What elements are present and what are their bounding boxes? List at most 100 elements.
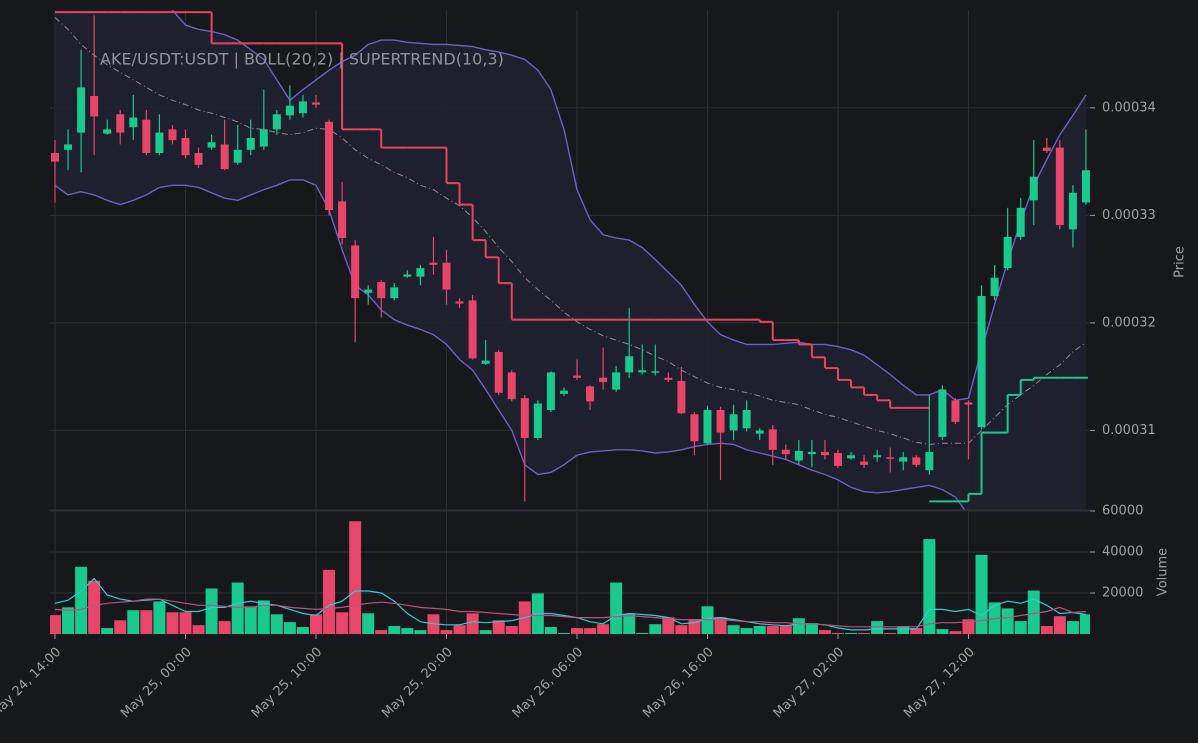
volume-bar <box>975 554 988 634</box>
candle-body <box>194 153 203 165</box>
volume-bar <box>623 614 636 634</box>
y-axis-label: Volume <box>1156 548 1171 596</box>
volume-bar <box>50 615 61 634</box>
volume-bar <box>257 600 270 634</box>
volume-bar <box>897 626 910 634</box>
candle-body <box>129 117 138 128</box>
candle-body <box>51 153 59 162</box>
y-tick-label: 20000 <box>1102 586 1143 601</box>
volume-bar <box>88 580 101 634</box>
candle-body <box>64 144 73 150</box>
x-tick-label: May 26, 06:00 <box>510 645 587 722</box>
candle-body <box>690 414 699 442</box>
candle-body <box>298 101 307 114</box>
volume-bar <box>884 632 897 634</box>
volume-bar <box>871 621 884 634</box>
chart-title: AKE/USDT:USDT | BOLL(20,2) | SUPERTREND(… <box>100 50 504 69</box>
candle-body <box>442 262 451 290</box>
candle-body <box>586 386 595 402</box>
volume-panel <box>50 521 1090 634</box>
candle-body <box>351 245 360 299</box>
volume-bar <box>466 613 479 634</box>
candle-body <box>285 105 294 116</box>
candle-body <box>364 289 373 293</box>
candle-body <box>677 380 686 414</box>
volume-bar <box>114 620 127 634</box>
candle-body <box>664 377 673 380</box>
candle-body <box>533 403 542 438</box>
candle-body <box>912 457 921 465</box>
candle-body <box>964 402 973 405</box>
volume-bar <box>544 627 557 634</box>
candle-body <box>651 371 660 373</box>
candle-body <box>768 429 777 450</box>
y-tick-label: 0.00031 <box>1102 423 1156 438</box>
candle-body <box>507 372 516 400</box>
candle-body <box>155 132 164 154</box>
candle-body <box>729 414 738 431</box>
y-tick-label: 0.00034 <box>1102 100 1156 115</box>
candle-body <box>181 137 190 156</box>
y-axis-label: Price <box>1173 246 1188 278</box>
candle-body <box>703 410 712 444</box>
volume-bar <box>166 612 179 634</box>
candle-body <box>951 400 960 422</box>
candle-body <box>794 450 803 461</box>
y-tick-label: 0.00033 <box>1102 208 1156 223</box>
volume-bar <box>231 582 244 634</box>
volume-ma-line <box>54 598 1087 628</box>
candle-body <box>781 449 790 455</box>
volume-bar <box>440 630 453 634</box>
x-tick-label: May 27, 02:00 <box>771 645 848 722</box>
candle-body <box>259 129 268 147</box>
volume-bar <box>584 628 597 634</box>
volume-bar <box>375 630 388 634</box>
volume-bar <box>192 625 205 634</box>
candle-body <box>494 351 503 393</box>
volume-bar <box>153 601 166 634</box>
x-tick-label: May 27, 12:00 <box>901 645 978 722</box>
candle-body <box>716 410 725 433</box>
candle-body <box>638 370 647 373</box>
candle-body <box>1029 176 1038 201</box>
candle-body <box>899 457 908 462</box>
candle-body <box>455 301 464 304</box>
candle-body <box>429 262 438 265</box>
volume-bar <box>740 628 753 634</box>
volume-bar <box>571 628 583 634</box>
volume-bar <box>296 627 309 634</box>
candle-body <box>1042 147 1051 151</box>
volume-bar <box>1040 626 1053 634</box>
bollinger-lower <box>54 179 966 510</box>
volume-bar <box>127 610 140 634</box>
x-tick-label: May 25, 10:00 <box>249 645 326 722</box>
volume-bar <box>910 628 923 634</box>
candle-body <box>1068 192 1077 230</box>
candle-body <box>416 268 425 277</box>
volume-bar <box>101 628 114 634</box>
candle-body <box>207 142 216 148</box>
candle-body <box>807 451 816 455</box>
volume-bar <box>792 618 805 634</box>
volume-bar <box>714 617 727 634</box>
candle-body <box>246 137 255 150</box>
candle-body <box>755 430 764 434</box>
candle-body <box>599 377 608 383</box>
volume-bar <box>205 588 218 634</box>
volume-bar <box>727 625 740 634</box>
candle-body <box>468 300 477 359</box>
candle-body <box>90 96 99 117</box>
volume-bar <box>597 624 610 634</box>
volume-bar <box>62 607 75 634</box>
volume-bar <box>362 613 375 634</box>
volume-bar <box>244 606 257 634</box>
volume-bar <box>218 621 231 634</box>
candle-body <box>142 119 151 154</box>
volume-bar <box>336 612 349 634</box>
volume-bar <box>557 632 570 634</box>
candle-body <box>272 114 281 130</box>
volume-bar <box>832 632 844 634</box>
candle-body <box>1081 170 1090 203</box>
